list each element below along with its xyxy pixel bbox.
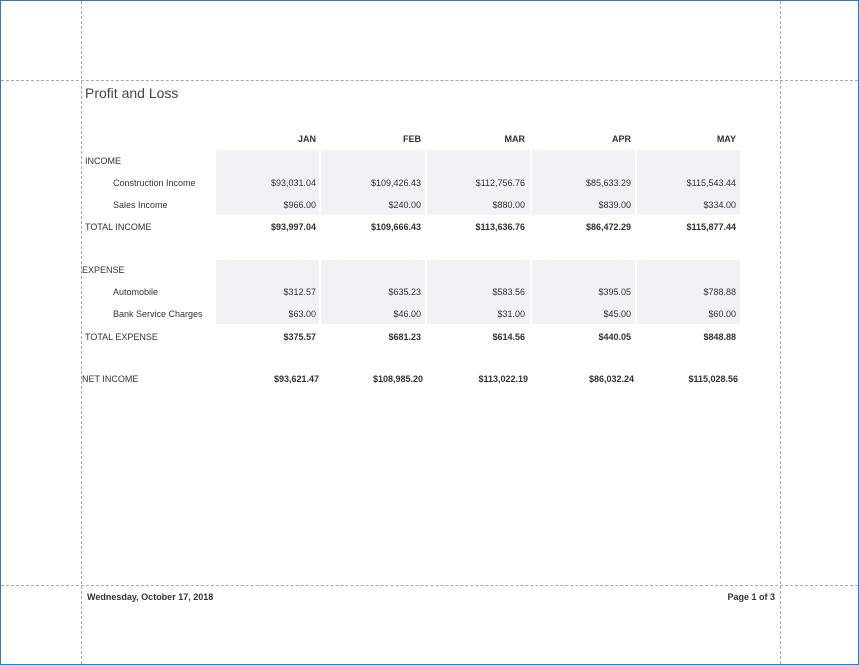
section-label: INCOME [85,156,121,166]
cell-shade [637,150,740,215]
net-income-value: $115,028.56 [688,374,738,384]
column-header: MAY [716,134,736,144]
cell-value: $31.00 [497,309,525,319]
section-label: EXPENSE [82,265,125,275]
margin-guide [1,585,858,586]
net-income-value: $113,022.19 [478,374,528,384]
cell-value: $46.00 [393,309,421,319]
total-value: $93,997.04 [270,222,316,232]
total-value: $115,877.44 [686,222,736,232]
cell-value: $60.00 [708,309,736,319]
cell-shade [216,260,319,324]
total-value: $440.05 [598,332,631,342]
cell-value: $334.00 [703,200,736,210]
cell-value: $583.56 [492,287,525,297]
cell-value: $85,633.29 [585,178,631,188]
cell-value: $395.05 [598,287,631,297]
cell-value: $966.00 [283,200,316,210]
margin-guide [1,80,858,81]
net-income-label: NET INCOME [82,374,139,384]
row-label: Automobile [113,287,159,297]
column-header: APR [611,134,631,144]
report-title: Profit and Loss [85,85,179,101]
cell-value: $839.00 [598,200,631,210]
cell-shade [532,150,635,215]
footer-date: Wednesday, October 17, 2018 [87,592,214,602]
total-value: $375.57 [283,332,316,342]
cell-value: $240.00 [388,200,421,210]
cell-value: $112,756.76 [475,178,525,188]
net-income-value: $86,032.24 [588,374,634,384]
net-income-value: $93,621.47 [273,374,319,384]
footer-page: Page 1 of 3 [727,592,775,602]
cell-value: $109,426.43 [370,178,421,188]
total-value: $86,472.29 [585,222,631,232]
row-label: Sales Income [113,200,168,210]
total-value: $848.88 [703,332,736,342]
total-label: TOTAL EXPENSE [85,332,158,342]
cell-shade [321,150,425,215]
column-header: MAR [504,134,526,144]
cell-value: $115,543.44 [686,178,736,188]
total-value: $681.23 [388,332,421,342]
column-header: FEB [403,134,421,144]
net-income-value: $108,985.20 [372,374,423,384]
cell-shade [216,150,319,215]
cell-value: $93,031.04 [270,178,316,188]
total-value: $614.56 [492,332,525,342]
margin-guide [780,1,781,664]
cell-value: $63.00 [288,309,316,319]
cell-value: $312.57 [283,287,316,297]
cell-value: $45.00 [603,309,631,319]
cell-shade [637,260,740,324]
cell-shade [427,260,530,324]
total-value: $113,636.76 [475,222,525,232]
cell-shade [427,150,530,215]
cell-value: $880.00 [492,200,525,210]
margin-guide [81,1,82,664]
cell-value: $635.23 [388,287,421,297]
column-header: JAN [297,134,316,144]
total-label: TOTAL INCOME [85,222,152,232]
total-value: $109,666.43 [370,222,421,232]
cell-shade [532,260,635,324]
cell-value: $788.88 [703,287,736,297]
cell-shade [321,260,425,324]
row-label: Construction Income [113,178,196,188]
row-label: Bank Service Charges [113,309,203,319]
